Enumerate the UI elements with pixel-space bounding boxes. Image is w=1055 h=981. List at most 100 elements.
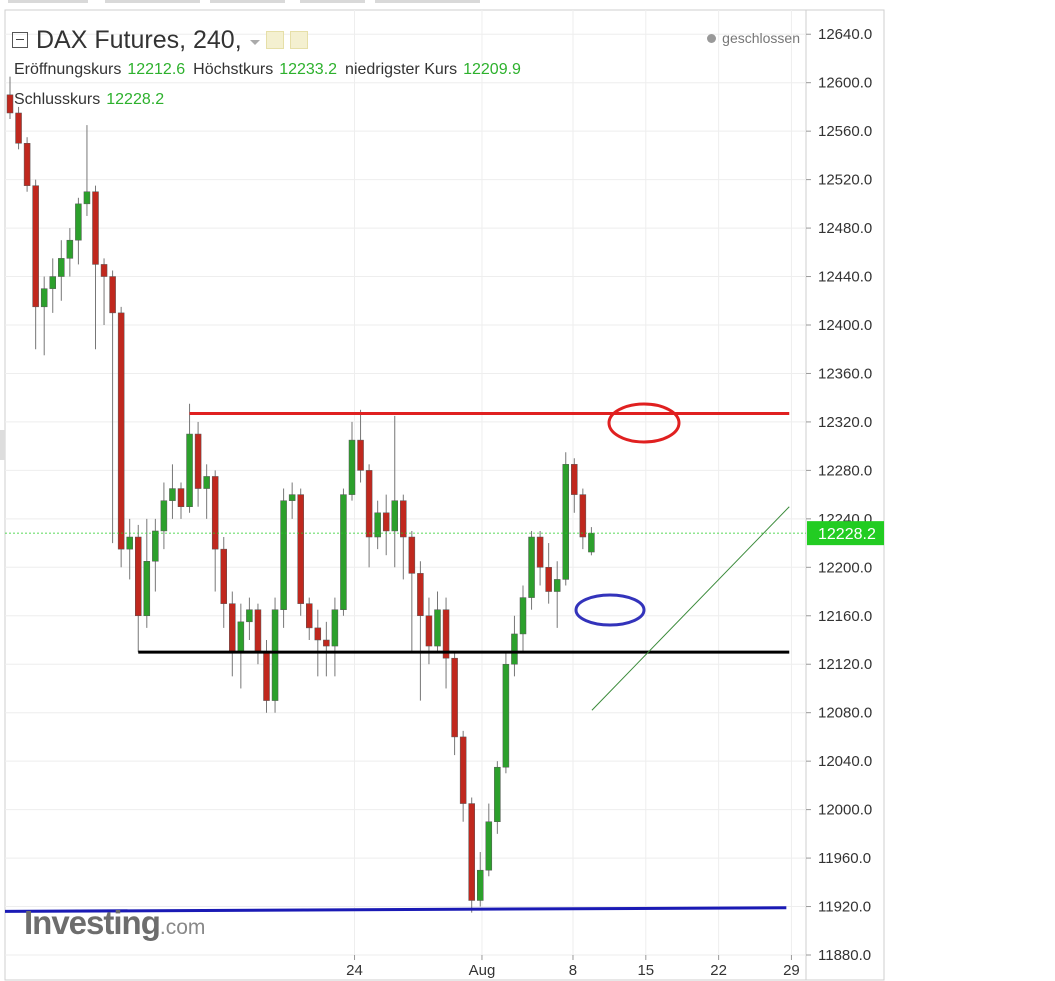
candle [297, 494, 304, 604]
candle [425, 615, 433, 647]
tab-strip-segment[interactable] [210, 0, 285, 3]
candle [203, 476, 210, 489]
market-status: geschlossen [707, 30, 800, 46]
candle [194, 433, 202, 489]
price-axis [805, 9, 885, 981]
x-tick-label: Aug [469, 962, 496, 979]
candle [536, 536, 544, 568]
chart-title: DAX Futures, 240, [36, 25, 242, 54]
candle [75, 203, 82, 241]
candle [459, 736, 467, 804]
candle [6, 94, 14, 114]
blue-ellipse-marker[interactable] [574, 593, 646, 627]
candle [502, 663, 510, 768]
candle [306, 603, 313, 629]
y-tick-label: 12280.0 [818, 462, 872, 479]
candle [271, 609, 279, 701]
y-tick-label: 12560.0 [818, 123, 872, 140]
candle [374, 512, 381, 538]
settings-icon[interactable] [265, 31, 284, 49]
candle [528, 536, 535, 598]
candle [15, 112, 22, 144]
collapse-icon[interactable] [12, 32, 28, 48]
candle [83, 191, 91, 205]
logo-suffix: .com [159, 916, 206, 939]
y-tick-label: 12200.0 [818, 559, 872, 576]
chart-title-row: DAX Futures, 240, [12, 24, 308, 56]
candle [365, 470, 373, 538]
tab-strip-segment[interactable] [375, 0, 480, 3]
y-tick-label: 12080.0 [818, 705, 872, 722]
logo-main: Investing [24, 904, 161, 941]
y-tick-label: 12320.0 [818, 414, 872, 431]
high-label: Höchstkurs [193, 61, 274, 78]
candle [357, 439, 364, 471]
candle [220, 548, 227, 604]
candle [391, 500, 398, 532]
candle [160, 500, 168, 532]
candle [545, 567, 552, 592]
last-price-label: 12228.2 [818, 526, 876, 543]
candle [211, 476, 219, 550]
candle [40, 288, 48, 308]
dropdown-caret-icon[interactable] [249, 39, 260, 45]
red-ellipse-marker[interactable] [607, 402, 681, 444]
x-tick-label: 29 [783, 962, 800, 979]
ohlc-row-1: Eröffnungskurs 12212.6 Höchstkurs 12233.2 ni… [14, 61, 529, 79]
candle [494, 766, 501, 822]
candle [177, 488, 185, 507]
trend-line[interactable] [591, 506, 790, 711]
x-tick-label: 22 [710, 962, 727, 979]
candle [434, 609, 441, 647]
candle [49, 276, 56, 289]
candle [117, 312, 125, 550]
y-tick-label: 11880.0 [818, 947, 871, 964]
hide-icon[interactable] [289, 31, 308, 49]
candle [588, 532, 595, 553]
candle [32, 185, 39, 308]
status-label: geschlossen [722, 30, 800, 46]
tab-strip-segment[interactable] [8, 0, 88, 3]
candle [485, 821, 493, 871]
candle [58, 258, 65, 277]
candle [382, 512, 390, 532]
candle [109, 276, 116, 314]
candle [331, 609, 339, 647]
candle [511, 633, 518, 665]
y-tick-label: 12520.0 [818, 172, 872, 189]
scroll-handle[interactable] [0, 430, 5, 460]
candle [288, 494, 296, 501]
candle [340, 494, 347, 610]
candle [553, 579, 561, 592]
y-tick-label: 12440.0 [818, 269, 872, 286]
last-price-tag [807, 521, 884, 546]
open-value: 12212.6 [127, 61, 186, 78]
investing-logo: Investing.com [24, 904, 205, 942]
y-tick-label: 12120.0 [818, 656, 872, 673]
candle [23, 143, 31, 186]
tab-strip-segment[interactable] [300, 0, 365, 3]
open-label: Eröffnungskurs [14, 61, 122, 78]
candle [571, 464, 578, 495]
y-tick-label: 12000.0 [818, 802, 872, 819]
y-tick-label: 12640.0 [818, 26, 872, 43]
candle [263, 651, 270, 701]
candle [229, 603, 236, 653]
y-tick-label: 12480.0 [818, 220, 872, 237]
candle [186, 433, 193, 507]
low-label: niedrigster Kurs [345, 61, 458, 78]
tab-strip-segment[interactable] [105, 0, 200, 3]
lower-support-line[interactable] [4, 906, 787, 913]
candle [135, 536, 142, 617]
candle [237, 621, 245, 653]
y-tick-label: 11960.0 [818, 850, 871, 867]
y-tick-label: 11920.0 [818, 899, 871, 916]
candle [417, 573, 424, 617]
candle [143, 561, 151, 617]
candle [152, 530, 159, 562]
candle [442, 609, 450, 659]
high-value: 12233.2 [279, 61, 338, 78]
candle [92, 191, 99, 265]
